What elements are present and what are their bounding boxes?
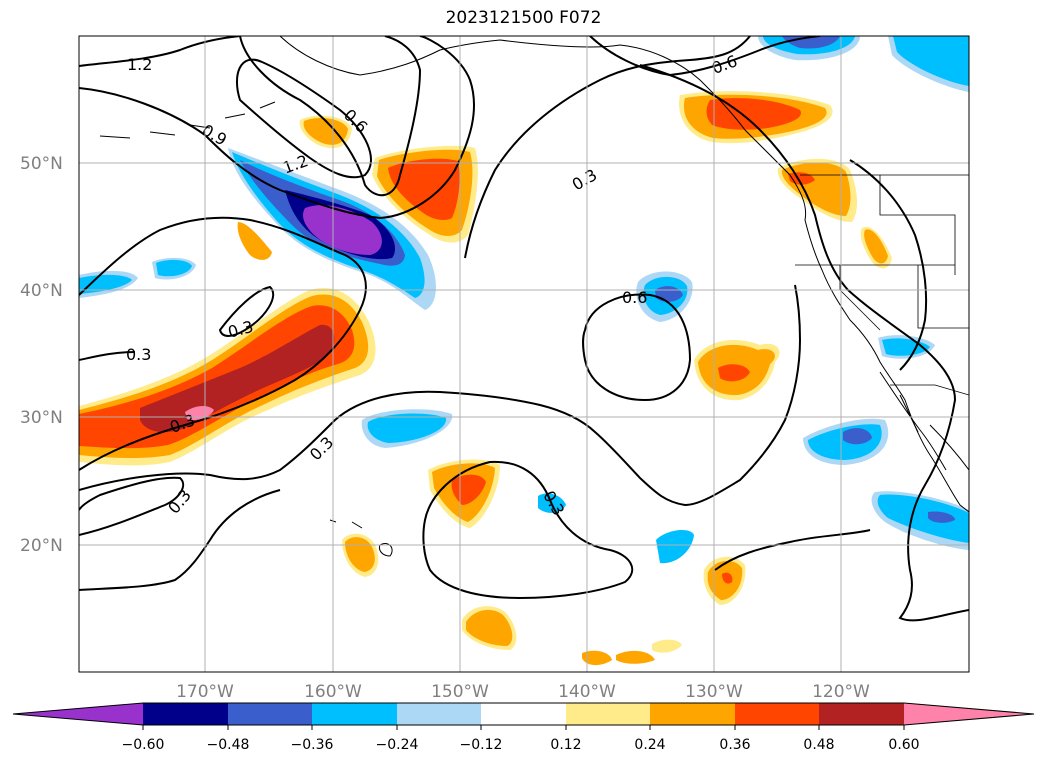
colorbar-segment xyxy=(735,703,819,725)
positive-anomaly-s4 xyxy=(582,650,612,666)
colorbar-label: 0.36 xyxy=(719,737,750,753)
coastlines xyxy=(99,36,969,557)
colorbar-label: −0.24 xyxy=(376,737,419,753)
contour-1.2-north xyxy=(79,36,241,67)
mexico-border xyxy=(890,384,969,396)
contour-0.3-northwest xyxy=(79,216,367,471)
colorbar-segment xyxy=(143,703,228,725)
contour-0.6-north xyxy=(239,36,422,197)
colorbar: −0.60 −0.48 −0.36 −0.24 −0.12 0.12 0.24 … xyxy=(12,702,1035,753)
positive-anomaly-s3-core xyxy=(722,572,733,584)
colorbar-max-extend xyxy=(904,703,1034,725)
negative-anomaly-e2-core xyxy=(928,511,955,523)
negative-anomaly-e1-core xyxy=(843,428,872,445)
positive-anomaly-s1-inner xyxy=(345,537,375,572)
colorbar-segment xyxy=(228,703,312,725)
colorbar-label: 0.60 xyxy=(888,737,919,753)
lon-label: 160°W xyxy=(304,682,362,702)
latitude-labels: 50°N 40°N 30°N 20°N xyxy=(20,154,63,556)
colorbar-ticks xyxy=(142,725,905,730)
contour-0.3-north-central xyxy=(464,36,751,259)
lon-label: 150°W xyxy=(431,682,489,702)
contour-0.3-central-loop xyxy=(422,460,634,600)
state-border-3 xyxy=(917,265,969,329)
colorbar-labels: −0.60 −0.48 −0.36 −0.24 −0.12 0.12 0.24 … xyxy=(122,737,920,753)
lat-label: 20°N xyxy=(20,536,63,556)
negative-anomaly-ne1-inner xyxy=(893,36,969,86)
colorbar-label: 0.48 xyxy=(803,737,834,753)
longitude-labels: 170°W 160°W 150°W 140°W 130°W 120°W xyxy=(176,682,870,702)
colorbar-label: 0.12 xyxy=(550,737,581,753)
negative-anomaly-w2-inner xyxy=(156,259,192,277)
colorbar-label: −0.12 xyxy=(460,737,503,753)
contour-0.3-southwest xyxy=(79,476,185,536)
lat-label: 30°N xyxy=(20,408,63,428)
contour-0.3-south-band xyxy=(79,284,802,507)
lon-label: 170°W xyxy=(176,682,234,702)
negative-anomaly-w1-inner xyxy=(79,274,132,294)
colorbar-segment xyxy=(650,703,735,725)
map-title: 2023121500 F072 xyxy=(445,8,602,28)
lon-label: 120°W xyxy=(812,682,870,702)
contour-0.3-loop-west xyxy=(218,285,275,337)
contour-label: 1.2 xyxy=(127,55,152,74)
colorbar-label: −0.60 xyxy=(122,737,165,753)
positive-anomaly-sw-inner3 xyxy=(140,324,335,433)
contour-0.3-east xyxy=(639,64,969,622)
contour-0.3-east-inner xyxy=(714,529,871,571)
colorbar-label: −0.48 xyxy=(207,737,250,753)
state-border-2 xyxy=(879,175,956,275)
positive-anomaly-ne3-inner xyxy=(864,229,888,264)
contour-0.6-northeast xyxy=(589,36,821,77)
colorbar-min-extend xyxy=(13,703,143,725)
lon-label: 130°W xyxy=(685,682,743,702)
colorbar-label: 0.24 xyxy=(634,737,665,753)
positive-anomaly-n2-inner xyxy=(303,117,348,145)
negative-anomaly-nw-core xyxy=(303,205,382,255)
colorbar-segment xyxy=(819,703,904,725)
contour-0.6-east-curve xyxy=(849,159,928,371)
lat-label: 40°N xyxy=(20,281,63,301)
positive-anomaly-n1-core xyxy=(388,158,460,220)
lat-label: 50°N xyxy=(20,154,63,174)
contour-0.3-south-west-low xyxy=(79,489,281,591)
baja-coast xyxy=(879,371,947,471)
negative-anomaly-c3 xyxy=(656,529,694,564)
negative-anomaly-c1-inner xyxy=(367,413,447,443)
colorbar-segment xyxy=(312,703,397,725)
contour-0.6-central-loop xyxy=(582,293,692,402)
colorbar-segment xyxy=(566,703,650,725)
gridlines xyxy=(79,36,969,672)
contour-label: 0.6 xyxy=(622,288,647,307)
contour-0.3-left-tongue xyxy=(79,351,136,361)
aleutian-chain xyxy=(99,101,276,139)
negative-anomaly-e2-inner xyxy=(877,494,969,543)
map-frame xyxy=(78,35,970,673)
positive-anomaly-s2-inner xyxy=(466,609,513,646)
positive-anomaly-n3 xyxy=(237,222,272,260)
positive-anomaly-s6 xyxy=(652,639,682,653)
colorbar-label: −0.36 xyxy=(291,737,334,753)
contour-0.9 xyxy=(79,36,476,220)
positive-anomaly-c1-core xyxy=(718,364,750,382)
contour-lines xyxy=(79,36,969,622)
colorbar-segment xyxy=(397,703,481,725)
lon-label: 140°W xyxy=(558,682,616,702)
colorbar-segment xyxy=(481,703,566,725)
contour-label: 0.3 xyxy=(126,345,151,364)
mexico-coast xyxy=(929,424,969,471)
positive-anomaly-s5 xyxy=(616,650,655,664)
contour-1.2-inner xyxy=(236,58,372,179)
map-panel: 1.2 0.9 1.2 0.6 0.6 0.3 0.6 0.3 0.3 0.3 … xyxy=(78,35,970,673)
